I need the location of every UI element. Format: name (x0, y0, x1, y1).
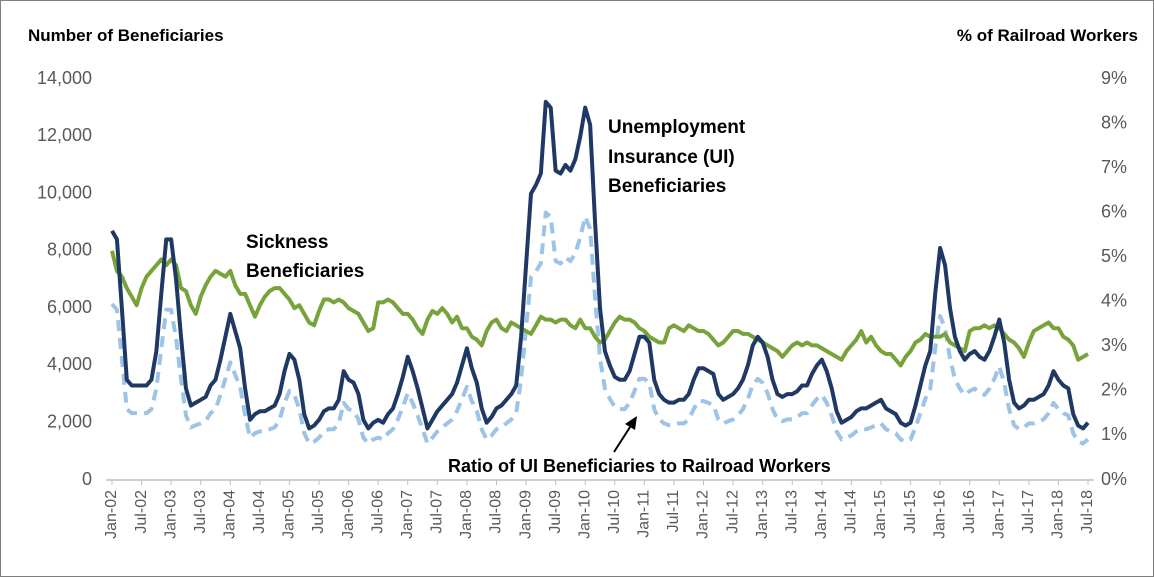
x-tick-label: Jan-16 (931, 490, 948, 539)
x-tick-label: Jul-08 (488, 490, 505, 534)
x-tick-label: Jul-10 (606, 490, 623, 534)
y2-tick-label: 0% (1101, 469, 1127, 489)
x-tick-label: Jan-17 (990, 490, 1007, 539)
y2-tick-label: 8% (1101, 112, 1127, 132)
x-tick-label: Jan-03 (162, 490, 179, 539)
y-tick-label: 2,000 (47, 411, 92, 431)
y-tick-label: 8,000 (47, 240, 92, 260)
y2-tick-label: 2% (1101, 380, 1127, 400)
y-tick-label: 12,000 (37, 125, 92, 145)
series-line (110, 99, 1090, 431)
series-line (110, 250, 1090, 368)
x-tick-label: Jul-17 (1020, 490, 1037, 534)
x-tick-label: Jan-15 (872, 490, 889, 539)
x-tick-label: Jan-05 (281, 490, 298, 539)
annotation: Insurance (UI) (608, 147, 735, 168)
x-tick-label: Jan-10 (576, 490, 593, 539)
plot-area: 0 2,000 4,000 6,000 8,000 10,000 12,000 14,000 0… (37, 68, 1127, 539)
y-tick-label: 0 (82, 469, 92, 489)
x-tick-label: Jan-18 (1050, 490, 1067, 539)
arrow (613, 423, 633, 453)
annotation: Beneficiaries (246, 261, 364, 282)
x-tick-label: Jul-14 (843, 490, 860, 534)
x-tick-label: Jul-09 (547, 490, 564, 534)
x-tick-label: Jul-13 (783, 490, 800, 534)
x-tick-label: Jan-06 (340, 490, 357, 539)
x-tick-label: Jul-18 (1079, 490, 1096, 534)
arrow-head (625, 416, 637, 430)
y-tick-label: 14,000 (37, 68, 92, 88)
y2-tick-label: 7% (1101, 157, 1127, 177)
x-tick-label: Jul-07 (429, 490, 446, 534)
x-tick-label: Jul-11 (665, 490, 682, 532)
annotation: Sickness (246, 232, 328, 253)
x-tick-label: Jan-11 (636, 490, 653, 538)
x-tick-label: Jul-16 (961, 490, 978, 534)
x-tick-label: Jan-12 (695, 490, 712, 539)
x-tick-label: Jan-08 (458, 490, 475, 539)
y-tick-label: 4,000 (47, 354, 92, 374)
x-tick-label: Jul-12 (724, 490, 741, 534)
annotation: Beneficiaries (608, 176, 726, 197)
x-tick-label: Jul-04 (251, 490, 268, 534)
x-tick-label: Jan-02 (103, 490, 120, 539)
x-tick-label: Jul-03 (192, 490, 209, 534)
y2-tick-label: 4% (1101, 291, 1127, 311)
x-tick-label: Jan-07 (399, 490, 416, 539)
y2-axis-label: % of Railroad Workers (957, 26, 1138, 45)
x-tick-label: Jul-15 (902, 490, 919, 534)
y2-tick-label: 9% (1101, 68, 1127, 88)
y-axis-label: Number of Beneficiaries (28, 26, 224, 45)
y2-tick-label: 6% (1101, 201, 1127, 221)
y2-tick-label: 3% (1101, 335, 1127, 355)
annotation: Unemployment (608, 117, 746, 138)
x-tick-label: Jul-05 (310, 490, 327, 534)
x-tick-label: Jan-04 (222, 490, 239, 539)
x-tick-label: Jul-02 (133, 490, 150, 534)
y-tick-label: 6,000 (47, 297, 92, 317)
y2-tick-label: 1% (1101, 424, 1127, 444)
x-tick-label: Jul-06 (369, 490, 386, 534)
x-tick-label: Jan-09 (517, 490, 534, 539)
x-tick-label: Jan-14 (813, 490, 830, 539)
annotation: Ratio of UI Beneficiaries to Railroad Wo… (448, 456, 831, 476)
y2-tick-label: 5% (1101, 246, 1127, 266)
series-line (110, 210, 1090, 446)
x-tick-label: Jan-13 (754, 490, 771, 539)
y-tick-label: 10,000 (37, 182, 92, 202)
